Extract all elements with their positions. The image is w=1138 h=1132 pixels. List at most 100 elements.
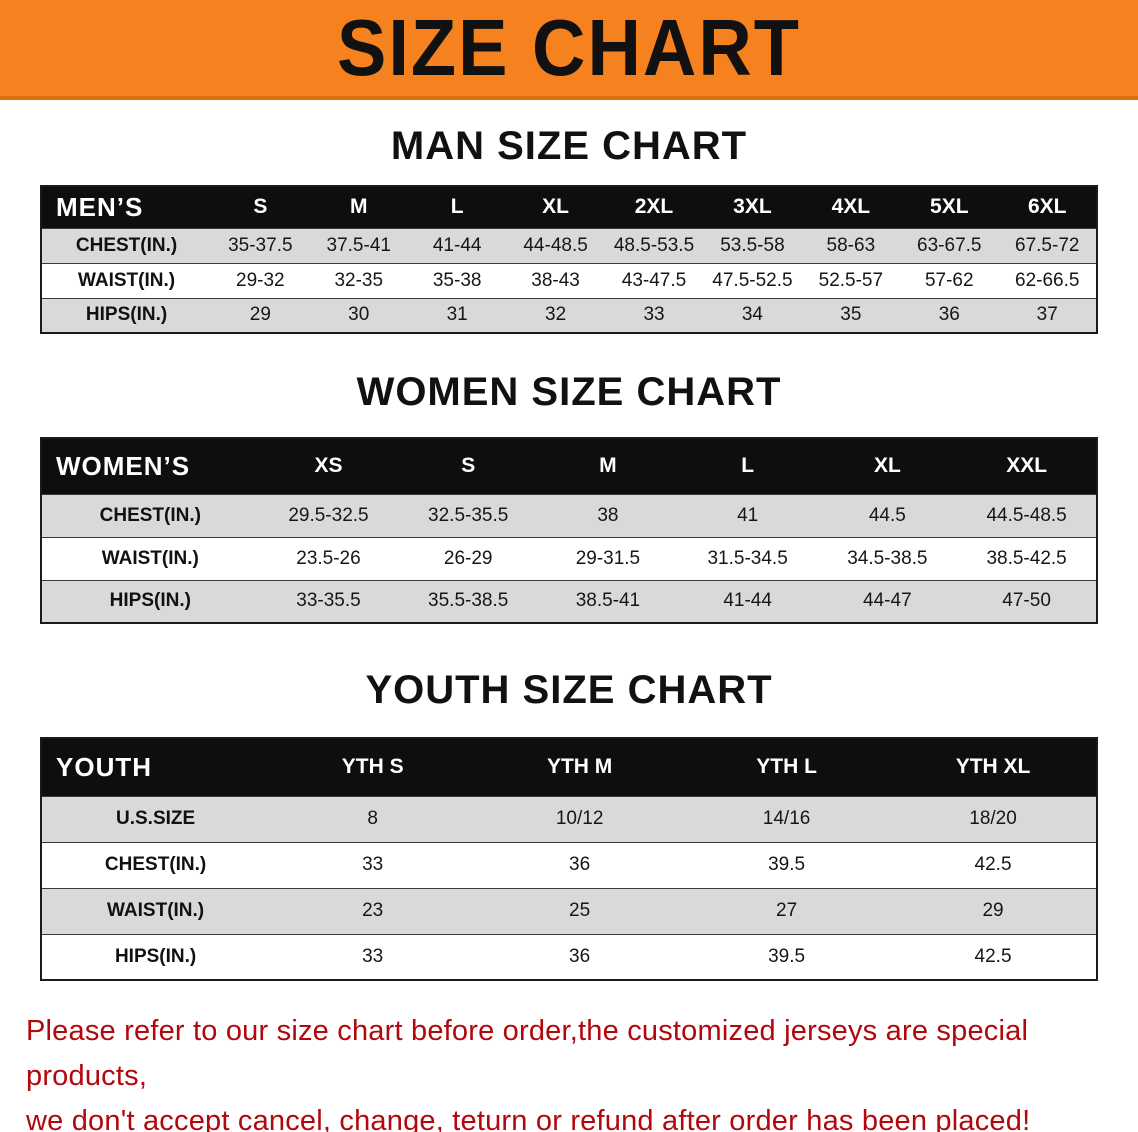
men-section: MAN SIZE CHART MEN’S S M L XL 2XL 3XL 4XL 5XL 6XL…	[0, 100, 1138, 334]
size-value-cell: 29.5-32.5	[258, 493, 399, 537]
size-value-cell: 37	[998, 297, 1097, 333]
size-column-header: YTH L	[756, 755, 817, 779]
size-value-cell: 32.5-35.5	[398, 493, 539, 537]
size-column-header: S	[461, 454, 476, 478]
size-value-cell: 36	[476, 841, 684, 888]
row-label: CHEST(IN.)	[41, 493, 259, 537]
table-row: HIPS(IN.) 33 36 39.5 42.5	[41, 933, 1097, 980]
size-column-header: 5XL	[930, 195, 969, 219]
size-value-cell: 25	[476, 887, 684, 934]
size-value-cell: 32	[506, 297, 605, 333]
table-corner-label: WOMEN’S	[56, 450, 191, 481]
row-label: HIPS(IN.)	[41, 933, 270, 980]
size-value-cell: 36	[476, 933, 684, 980]
size-column-header: S	[253, 195, 268, 219]
size-value-cell: 27	[683, 887, 891, 934]
size-value-cell: 42.5	[890, 841, 1097, 888]
footnote: Please refer to our size chart before or…	[0, 1009, 1138, 1132]
table-row: HIPS(IN.) 33-35.5 35.5-38.5 38.5-41 41-44 44-…	[41, 579, 1097, 623]
table-row: WAIST(IN.) 29-32 32-35 35-38 38-43 43-47.5 47.…	[41, 262, 1097, 298]
women-size-table: WOMEN’S XS S M L XL XXL CHEST(IN.) 29.5-32.5 32.5…	[40, 437, 1098, 624]
size-value-cell: 44-48.5	[506, 227, 605, 263]
size-value-cell: 44.5-48.5	[957, 493, 1097, 537]
size-value-cell: 30	[309, 297, 408, 333]
size-value-cell: 38.5-42.5	[957, 536, 1097, 580]
table-corner-label: YOUTH	[56, 751, 152, 782]
size-column-header: XL	[873, 454, 901, 478]
footnote-line-1: Please refer to our size chart before or…	[26, 1015, 1029, 1092]
size-value-cell: 52.5-57	[801, 262, 901, 298]
size-value-cell: 42.5	[890, 933, 1097, 980]
row-label: WAIST(IN.)	[41, 536, 259, 580]
row-label: CHEST(IN.)	[41, 841, 270, 888]
size-value-cell: 38-43	[506, 262, 605, 298]
size-value-cell: 8	[269, 795, 477, 842]
size-value-cell: 35-38	[407, 262, 507, 298]
size-value-cell: 23	[269, 887, 477, 934]
size-value-cell: 53.5-58	[703, 227, 802, 263]
size-value-cell: 34	[703, 297, 802, 333]
banner-title: SIZE CHART	[337, 2, 801, 93]
row-label: WAIST(IN.)	[41, 262, 212, 298]
size-value-cell: 26-29	[398, 536, 539, 580]
table-header-row: YOUTH YTH S YTH M YTH L YTH XL	[41, 738, 1097, 796]
size-value-cell: 10/12	[476, 795, 684, 842]
size-value-cell: 48.5-53.5	[604, 227, 704, 263]
size-value-cell: 37.5-41	[309, 227, 408, 263]
size-value-cell: 18/20	[890, 795, 1097, 842]
size-value-cell: 44.5	[817, 493, 958, 537]
size-value-cell: 32-35	[309, 262, 408, 298]
size-column-header: 3XL	[733, 195, 772, 219]
size-column-header: XL	[542, 195, 569, 219]
women-section-heading: WOMEN SIZE CHART	[356, 370, 782, 414]
size-column-header: YTH XL	[955, 755, 1031, 779]
size-value-cell: 44-47	[817, 579, 958, 623]
size-column-header: 6XL	[1027, 195, 1067, 219]
table-row: U.S.SIZE 8 10/12 14/16 18/20	[41, 795, 1097, 842]
size-value-cell: 35-37.5	[211, 227, 310, 263]
size-value-cell: 29	[890, 887, 1097, 934]
size-value-cell: 62-66.5	[998, 262, 1097, 298]
size-value-cell: 35	[801, 297, 901, 333]
women-section: WOMEN SIZE CHART WOMEN’S XS S M L XL XXL CHEST(…	[0, 334, 1138, 624]
size-value-cell: 41	[677, 493, 818, 537]
size-value-cell: 43-47.5	[604, 262, 704, 298]
size-column-header: 4XL	[831, 195, 871, 219]
size-value-cell: 58-63	[801, 227, 901, 263]
size-value-cell: 35.5-38.5	[398, 579, 539, 623]
size-value-cell: 34.5-38.5	[817, 536, 958, 580]
size-value-cell: 23.5-26	[258, 536, 399, 580]
table-row: CHEST(IN.) 33 36 39.5 42.5	[41, 841, 1097, 888]
table-row: WAIST(IN.) 23 25 27 29	[41, 887, 1097, 934]
row-label: HIPS(IN.)	[41, 297, 212, 333]
youth-size-table: YOUTH YTH S YTH M YTH L YTH XL U.S.SIZE 8 10/12…	[40, 737, 1098, 981]
size-value-cell: 47-50	[957, 579, 1097, 623]
size-value-cell: 36	[900, 297, 999, 333]
size-column-header: XS	[314, 454, 343, 478]
footnote-line-2: we don't accept cancel, change, teturn o…	[26, 1104, 1031, 1132]
size-value-cell: 57-62	[900, 262, 999, 298]
size-column-header: 2XL	[634, 195, 674, 219]
table-row: WAIST(IN.) 23.5-26 26-29 29-31.5 31.5-34.5 34…	[41, 536, 1097, 580]
row-label: CHEST(IN.)	[41, 227, 212, 263]
size-value-cell: 41-44	[407, 227, 507, 263]
size-column-header: M	[349, 195, 368, 219]
row-label: HIPS(IN.)	[41, 579, 259, 623]
table-corner-label: MEN’S	[56, 191, 144, 222]
table-row: CHEST(IN.) 29.5-32.5 32.5-35.5 38 41 44.5 44.5…	[41, 493, 1097, 537]
size-column-header: L	[741, 454, 755, 478]
size-value-cell: 67.5-72	[998, 227, 1097, 263]
youth-section: YOUTH SIZE CHART YOUTH YTH S YTH M YTH L YTH…	[0, 624, 1138, 981]
size-column-header: XXL	[1006, 454, 1048, 478]
size-value-cell: 39.5	[683, 841, 891, 888]
size-value-cell: 29-31.5	[538, 536, 678, 580]
table-header-row: MEN’S S M L XL 2XL 3XL 4XL 5XL 6XL	[41, 186, 1097, 228]
size-value-cell: 31.5-34.5	[677, 536, 818, 580]
size-value-cell: 33	[604, 297, 704, 333]
size-value-cell: 29-32	[211, 262, 310, 298]
size-value-cell: 31	[407, 297, 507, 333]
size-chart-banner: SIZE CHART	[0, 0, 1138, 100]
table-row: CHEST(IN.) 35-37.5 37.5-41 41-44 44-48.5 48.5…	[41, 227, 1097, 263]
size-value-cell: 41-44	[677, 579, 818, 623]
